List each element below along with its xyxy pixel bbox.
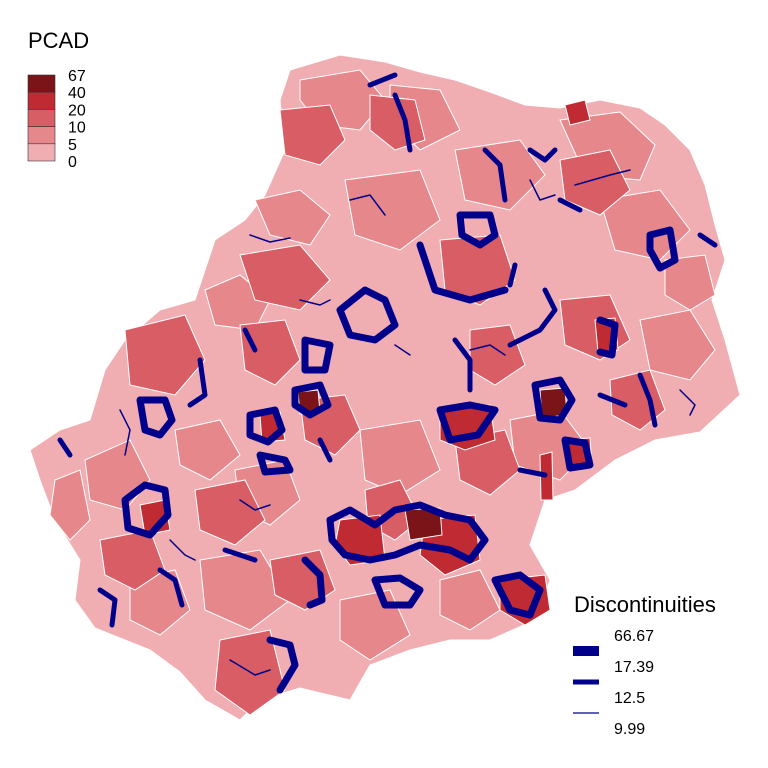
pcad-legend-label: 40: [68, 85, 86, 102]
class-20-regions: [99, 94, 666, 716]
discontinuities-legend-title: Discontinuities: [574, 592, 716, 617]
discontinuity-legend-label: 66.67: [614, 628, 654, 645]
pcad-legend-label: 67: [68, 68, 86, 85]
pcad-legend-label: 5: [68, 137, 77, 154]
pcad-legend-swatch: [27, 91, 56, 110]
pcad-legend-swatch: [27, 126, 56, 145]
discontinuity-lines: [57, 72, 718, 694]
pcad-legend-label: 10: [68, 120, 86, 137]
pcad-legend-label: 0: [68, 154, 77, 171]
pcad-legend-swatch: [27, 143, 56, 162]
discontinuity-legend-label: 17.39: [614, 659, 654, 676]
pcad-legend-title: PCAD: [28, 28, 89, 53]
discontinuity-legend-label: 12.5: [614, 690, 645, 707]
region-outline: [29, 54, 741, 721]
discontinuity-legend-label: 9.99: [614, 721, 645, 738]
discontinuities-legend: Discontinuities 66.67 17.39 12.5 9.99: [573, 592, 716, 738]
pcad-legend-swatch: [27, 74, 56, 93]
pcad-legend-swatch: [27, 109, 56, 127]
pcad-legend-label: 20: [68, 102, 86, 119]
